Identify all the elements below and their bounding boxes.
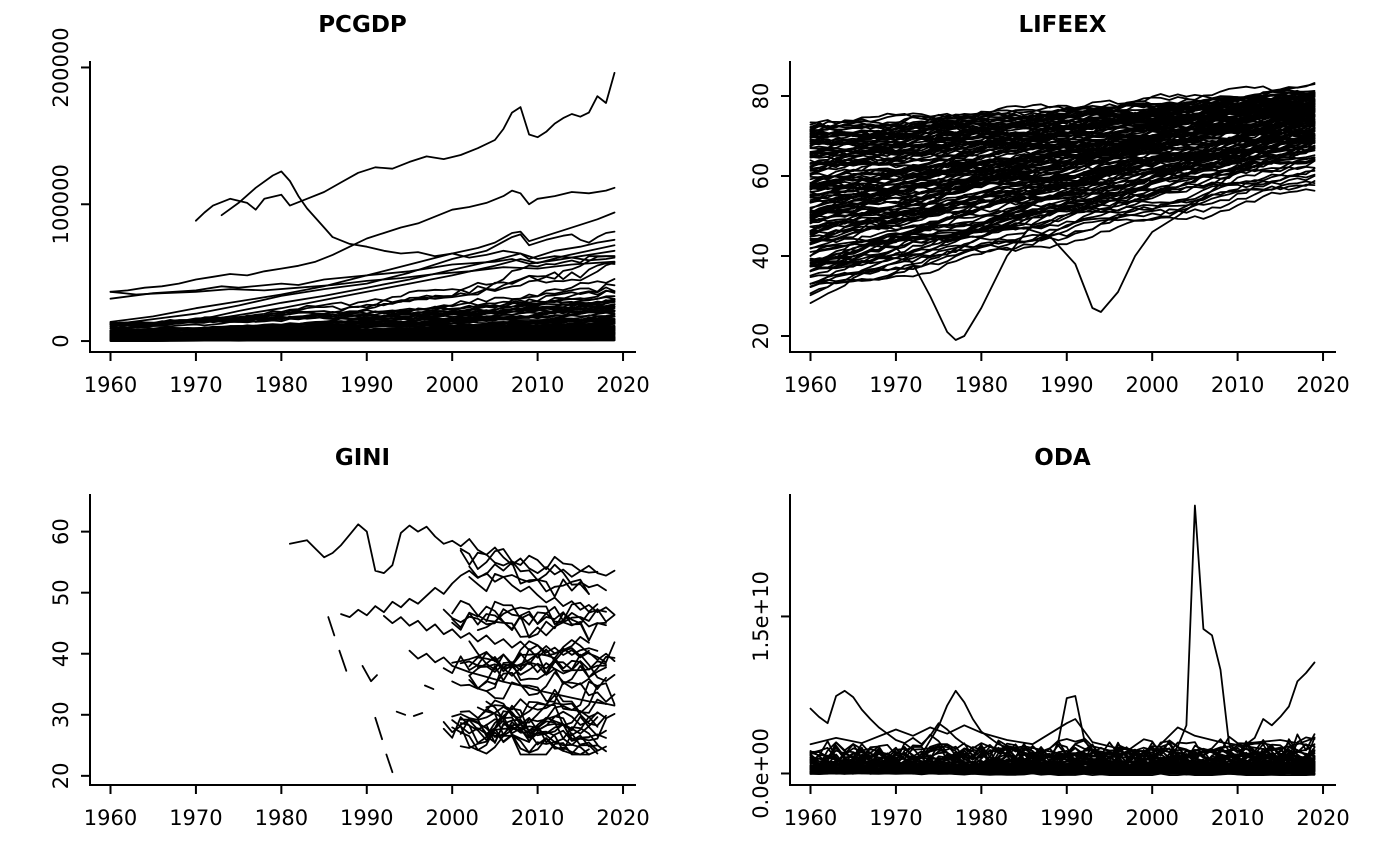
svg-text:2010: 2010 [511,806,564,830]
svg-text:1960: 1960 [84,373,137,397]
svg-text:2010: 2010 [1211,806,1264,830]
svg-text:30: 30 [49,701,73,728]
svg-text:2020: 2020 [1296,806,1349,830]
svg-text:1990: 1990 [340,373,393,397]
svg-text:2000: 2000 [1125,806,1178,830]
svg-text:1980: 1980 [255,806,308,830]
svg-text:2020: 2020 [596,806,649,830]
svg-text:20: 20 [49,762,73,789]
svg-text:80: 80 [749,83,773,110]
svg-text:1990: 1990 [340,806,393,830]
svg-text:1960: 1960 [784,806,837,830]
panel-lifeex: LIFEEX 1960 1970 1980 1990 2000 2010 2020 20 40 6… [700,0,1400,433]
svg-text:50: 50 [49,579,73,606]
svg-text:1970: 1970 [169,373,222,397]
svg-text:1970: 1970 [869,373,922,397]
svg-text:100000: 100000 [49,164,73,244]
svg-text:2000: 2000 [425,806,478,830]
svg-text:60: 60 [49,518,73,545]
svg-text:1980: 1980 [955,373,1008,397]
svg-text:1.5e+10: 1.5e+10 [749,571,773,662]
chart-title-lifeex: LIFEEX [1018,12,1107,38]
svg-text:2000: 2000 [425,373,478,397]
svg-text:2010: 2010 [1211,373,1264,397]
svg-text:2000: 2000 [1125,373,1178,397]
pcgdp-plot-canvas: 1960 1970 1980 1990 2000 2010 2020 0 100000 20000… [49,27,650,397]
panel-pcgdp: PCGDP 1960 1970 1980 1990 2000 2010 2020 0 10000… [0,0,700,433]
svg-text:0: 0 [49,334,73,347]
oda-plot-canvas: 1960 1970 1980 1990 2000 2010 2020 0.0e+00 1.5e+… [749,494,1350,830]
svg-text:2020: 2020 [596,373,649,397]
svg-text:1970: 1970 [869,806,922,830]
svg-text:2010: 2010 [511,373,564,397]
svg-text:1960: 1960 [84,806,137,830]
svg-text:40: 40 [49,640,73,667]
svg-text:1970: 1970 [169,806,222,830]
svg-text:1980: 1980 [955,806,1008,830]
svg-text:40: 40 [749,243,773,270]
svg-text:1990: 1990 [1040,806,1093,830]
svg-text:200000: 200000 [49,27,73,107]
svg-text:1980: 1980 [255,373,308,397]
svg-text:0.0e+00: 0.0e+00 [749,728,773,819]
svg-text:2020: 2020 [1296,373,1349,397]
chart-title-gini: GINI [334,445,391,471]
svg-text:20: 20 [749,323,773,350]
chart-title-oda: ODA [1034,445,1091,471]
panel-gini: GINI 1960 1970 1980 1990 2000 2010 2020 20 30 40 5… [0,433,700,866]
panel-oda: ODA 1960 1970 1980 1990 2000 2010 2020 0.0e+00 1… [700,433,1400,866]
svg-text:60: 60 [749,163,773,190]
svg-text:1960: 1960 [784,373,837,397]
svg-text:1990: 1990 [1040,373,1093,397]
chart-title-pcgdp: PCGDP [318,12,407,38]
